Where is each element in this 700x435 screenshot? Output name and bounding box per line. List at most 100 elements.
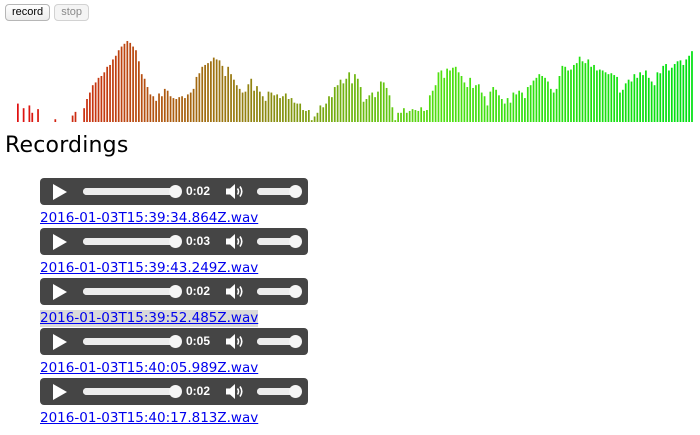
seek-slider[interactable] [83,235,182,248]
volume-icon[interactable] [225,233,245,250]
level-bar [351,83,353,122]
level-bar [140,74,143,122]
level-bar [656,72,659,122]
level-bar [676,61,679,122]
level-bar [653,85,656,122]
volume-icon[interactable] [225,333,245,350]
level-bar [411,109,414,122]
volume-slider-knob[interactable] [289,335,302,348]
volume-slider-knob[interactable] [289,185,302,198]
level-bar [169,96,172,122]
level-bar [120,46,123,122]
level-bar [489,91,492,122]
level-bar [526,87,529,122]
level-bar [630,81,633,122]
level-bar [290,98,293,122]
level-bar [403,108,405,122]
seek-slider-fill [83,188,175,195]
level-bar [135,50,137,122]
level-bar [500,99,503,122]
volume-icon[interactable] [225,283,245,300]
level-bar [610,73,613,122]
level-bar [37,109,39,122]
level-bar [552,92,555,122]
seek-slider[interactable] [83,185,182,198]
level-bar [293,102,296,122]
level-bar [538,74,541,122]
seek-slider-knob[interactable] [169,385,182,398]
seek-slider[interactable] [83,385,182,398]
play-icon[interactable] [53,234,67,250]
level-bar [112,59,114,122]
level-bar [382,82,385,122]
seek-slider-knob[interactable] [169,235,182,248]
play-icon[interactable] [53,284,67,300]
level-bar [452,67,454,122]
seek-slider[interactable] [83,285,182,298]
level-bar [475,85,477,122]
volume-slider[interactable] [257,285,302,298]
level-bar [613,75,616,122]
level-bar [495,89,497,122]
level-bar [555,88,558,122]
recording-download-link[interactable]: 2016-01-03T15:40:17.813Z.wav [40,410,259,426]
volume-slider[interactable] [257,335,302,348]
volume-icon[interactable] [225,183,245,200]
level-bar [607,74,610,122]
volume-slider[interactable] [257,235,302,248]
level-bar [155,100,158,122]
volume-slider-knob[interactable] [289,285,302,298]
playback-time: 0:02 [186,284,211,298]
level-bar [319,105,322,122]
level-bar [509,102,512,122]
play-icon[interactable] [53,334,67,350]
level-bar [212,57,215,122]
volume-slider-fill [257,188,295,195]
level-bar [377,91,379,122]
level-bar [166,90,169,122]
seek-slider-knob[interactable] [169,185,182,198]
level-bar [532,80,535,122]
level-bar [132,46,134,122]
level-bar [670,67,673,122]
level-bar [558,76,561,122]
volume-slider-knob[interactable] [289,385,302,398]
recording-download-link[interactable]: 2016-01-03T15:39:34.864Z.wav [40,210,259,226]
audio-player: 0:05 [40,328,308,355]
level-bar [354,74,356,122]
record-button[interactable]: record [5,4,51,21]
level-bar [619,92,621,122]
volume-slider[interactable] [257,185,302,198]
seek-slider-knob[interactable] [169,335,182,348]
level-bar [184,98,186,122]
level-bar [74,111,77,122]
stop-button[interactable]: stop [54,4,89,21]
level-bar [512,92,515,122]
seek-slider-knob[interactable] [169,285,182,298]
recording-download-link[interactable]: 2016-01-03T15:39:52.485Z.wav [40,310,259,327]
level-bar [310,120,313,122]
level-bar [524,98,526,122]
level-bar [198,73,201,122]
play-icon[interactable] [53,184,67,200]
level-bar [426,110,428,122]
volume-icon[interactable] [225,383,245,400]
volume-slider[interactable] [257,385,302,398]
play-icon[interactable] [53,384,67,400]
level-bar [161,96,163,122]
level-bar [270,92,273,122]
level-bar [570,69,572,122]
seek-slider[interactable] [83,335,182,348]
recording-download-link[interactable]: 2016-01-03T15:39:43.249Z.wav [40,260,259,276]
level-bar [463,82,466,122]
volume-slider-knob[interactable] [289,235,302,248]
level-bar [284,93,287,122]
volume-slider-fill [257,288,295,295]
level-bar [54,119,57,122]
level-bar [374,97,376,122]
recording-download-link[interactable]: 2016-01-03T15:40:05.989Z.wav [40,360,259,376]
level-bar [420,107,423,122]
level-bar [22,108,25,122]
level-bar [296,103,299,122]
level-bar [477,84,480,122]
